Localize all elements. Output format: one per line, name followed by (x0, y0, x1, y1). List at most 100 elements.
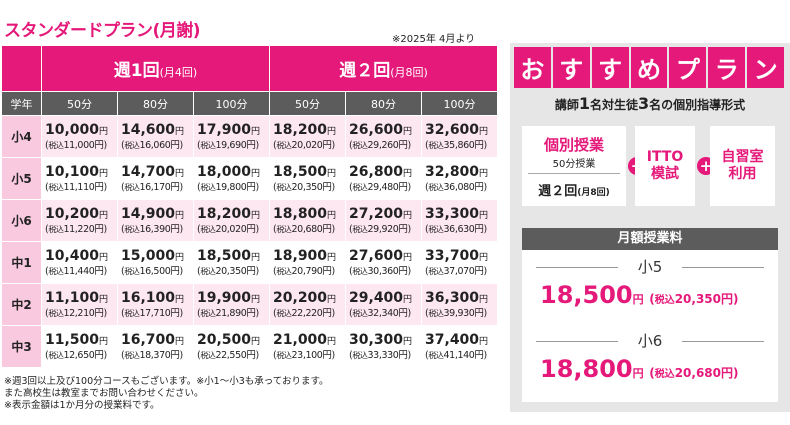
teaching-format-subtitle: 講師1名対生徒3名の個別指導形式 (554, 94, 746, 113)
price-cell: 18,800円 (税込20,680円) (269, 199, 347, 242)
fee-amount: 18,500円 (税込20,350円) (540, 281, 739, 309)
price-tax-included: (税込23,100円) (273, 349, 335, 361)
itto-mock-exam-box: ITTO 模試 (635, 126, 695, 206)
banner-char: ラ (708, 47, 748, 88)
price-value: 10,100円 (45, 163, 109, 180)
fee-grade-label: 小6 (536, 330, 764, 351)
price-cell: 27,600円 (税込30,360円) (345, 241, 423, 284)
price-tax-included: (税込11,000円) (45, 139, 107, 151)
footnote: また高校生は教室までお問い合わせください。 (4, 388, 204, 399)
price-value: 18,800円 (273, 205, 337, 222)
price-cell: 32,800円 (税込36,080円) (421, 157, 499, 200)
price-tax-included: (税込16,170円) (121, 181, 183, 193)
price-value: 37,400円 (425, 331, 489, 348)
price-value: 20,500円 (197, 331, 261, 348)
price-value: 29,400円 (349, 289, 413, 306)
price-tax-included: (税込19,800円) (197, 181, 259, 193)
price-tax-included: (税込12,650円) (45, 349, 107, 361)
price-value: 10,400円 (45, 247, 109, 264)
price-tax-included: (税込20,680円) (273, 223, 335, 235)
grade-cell: 中3 (1, 325, 42, 368)
price-cell: 15,000円 (税込16,500円) (117, 241, 194, 284)
price-value: 20,200円 (273, 289, 337, 306)
price-tax-included: (税込37,070円) (425, 265, 487, 277)
price-cell: 19,900円 (税込21,890円) (192, 283, 271, 326)
price-value: 19,900円 (197, 289, 261, 306)
lesson-minutes: 50分授業 (552, 159, 596, 170)
table-row: 中2 11,100円 (税込12,210円) 16,100円 (税込17,710円) 19… (1, 283, 499, 326)
price-cell: 30,300円 (税込33,330円) (345, 325, 423, 368)
price-cell: 11,100円 (税込12,210円) (41, 283, 118, 326)
price-value: 18,500円 (197, 247, 261, 264)
price-cell: 14,600円 (税込16,060円) (117, 115, 194, 158)
price-value: 27,600円 (349, 247, 413, 264)
monthly-fee-body: 小5 18,500円 (税込20,350円) 小6 18,800円 (税込20,… (522, 250, 778, 402)
header-week2: 週２回(月8回) (269, 45, 499, 92)
study-room-box: 自習室 利用 (710, 126, 775, 206)
table-row: 中3 11,500円 (税込12,650円) 16,700円 (税込18,370円) 20… (1, 325, 499, 368)
lesson-frequency: 週２回(月8回) (538, 184, 610, 199)
price-value: 26,800円 (349, 163, 413, 180)
price-tax-included: (税込19,690円) (197, 139, 259, 151)
price-tax-included: (税込33,330円) (349, 349, 411, 361)
grade-cell: 小4 (1, 115, 42, 158)
price-value: 26,600円 (349, 121, 413, 138)
price-tax-included: (税込20,350円) (273, 181, 335, 193)
price-value: 16,100円 (121, 289, 185, 306)
price-cell: 29,400円 (税込32,340円) (345, 283, 423, 326)
price-tax-included: (税込20,020円) (273, 139, 335, 151)
price-cell: 16,100円 (税込17,710円) (117, 283, 194, 326)
banner-char: プ (669, 47, 709, 88)
price-cell: 21,000円 (税込23,100円) (269, 325, 347, 368)
price-tax-included: (税込21,890円) (197, 307, 259, 319)
price-tax-included: (税込30,360円) (349, 265, 411, 277)
price-tax-included: (税込32,340円) (349, 307, 411, 319)
table-header-durations: 学年 50分 80分 100分 50分 80分 100分 (1, 91, 499, 116)
price-tax-included: (税込20,020円) (197, 223, 259, 235)
price-tax-included: (税込12,210円) (45, 307, 107, 319)
price-tax-included: (税込16,390円) (121, 223, 183, 235)
footnote: ※週3回以上及び100分コースもございます。※小1〜小3も承っております。 (4, 376, 329, 387)
fee-amount: 18,800円 (税込20,680円) (540, 355, 739, 383)
recommended-plan-panel: お す す め プ ラ ン 講師1名対生徒3名の個別指導形式 個別授業 50分授… (510, 43, 790, 412)
grade-cell: 中1 (1, 241, 42, 284)
price-value: 18,900円 (273, 247, 337, 264)
price-cell: 26,800円 (税込29,480円) (345, 157, 423, 200)
price-cell: 18,500円 (税込20,350円) (269, 157, 347, 200)
price-value: 15,000円 (121, 247, 185, 264)
footnotes: ※週3回以上及び100分コースもございます。※小1〜小3も承っております。 また… (4, 376, 329, 412)
price-value: 32,800円 (425, 163, 489, 180)
price-value: 11,500円 (45, 331, 109, 348)
fee-grade-label: 小5 (536, 256, 764, 277)
price-tax-included: (税込11,110円) (45, 181, 107, 193)
price-value: 21,000円 (273, 331, 337, 348)
banner-char: す (591, 47, 631, 88)
header-week1: 週1回(月4回) (40, 45, 271, 92)
price-value: 18,200円 (197, 205, 261, 222)
divider (528, 173, 620, 174)
price-tax-included: (税込11,220円) (45, 223, 107, 235)
price-value: 33,300円 (425, 205, 489, 222)
price-cell: 10,100円 (税込11,110円) (41, 157, 118, 200)
price-cell: 36,300円 (税込39,930円) (421, 283, 499, 326)
price-tax-included: (税込41,140円) (425, 349, 487, 361)
price-tax-included: (税込36,630円) (425, 223, 487, 235)
price-cell: 14,900円 (税込16,390円) (117, 199, 194, 242)
price-tax-included: (税込22,220円) (273, 307, 335, 319)
price-value: 30,300円 (349, 331, 413, 348)
price-value: 14,900円 (121, 205, 185, 222)
price-cell: 18,000円 (税込19,800円) (192, 157, 271, 200)
table-row: 小6 10,200円 (税込11,220円) 14,900円 (税込16,390円) 18… (1, 199, 499, 242)
price-value: 18,000円 (197, 163, 261, 180)
individual-lesson-box: 個別授業 50分授業 週２回(月8回) (522, 126, 626, 206)
table-header-weeks: 週1回(月4回) 週２回(月8回) (1, 45, 499, 92)
recommended-plan-banner: お す す め プ ラ ン (514, 47, 785, 88)
price-value: 10,200円 (45, 205, 109, 222)
price-tax-included: (税込39,930円) (425, 307, 487, 319)
price-cell: 10,200円 (税込11,220円) (41, 199, 118, 242)
price-value: 27,200円 (349, 205, 413, 222)
price-cell: 18,200円 (税込20,020円) (192, 199, 271, 242)
price-table: 週1回(月4回) 週２回(月8回) 学年 50分 80分 100分 50分 80… (1, 45, 499, 368)
header-duration: 100分 (192, 91, 271, 116)
price-tax-included: (税込35,860円) (425, 139, 487, 151)
